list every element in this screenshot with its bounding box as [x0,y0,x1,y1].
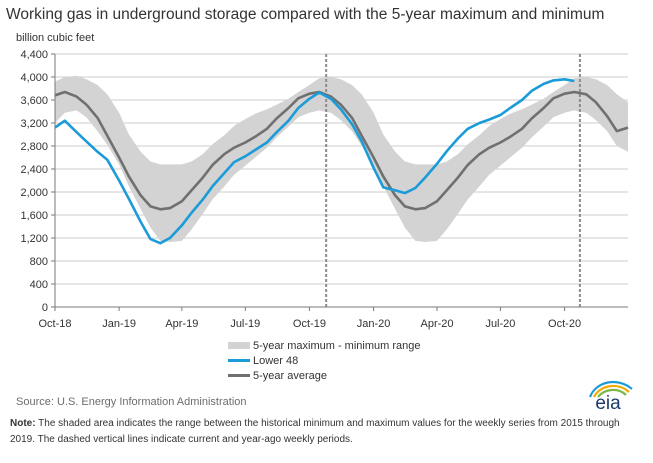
x-tick-label-2: Apr-19 [165,318,198,330]
x-tick-label-7: Jul-20 [485,318,515,330]
y-tick-label-8: 3,200 [20,118,48,130]
y-tick-label-9: 3,600 [20,95,48,107]
note-body: The shaded area indicates the range betw… [10,418,620,445]
range-band [55,75,628,242]
x-tick-label-5: Jan-20 [357,318,391,330]
legend-label-average: 5-year average [253,369,327,382]
y-tick-label-11: 4,400 [20,49,48,61]
series-line-lower-48 [54,78,575,245]
legend-item-lower48: Lower 48 [228,353,420,368]
axes [54,54,628,308]
y-tick-label-5: 2,000 [20,187,48,199]
x-tick-label-4: Oct-19 [293,318,326,330]
legend-swatch-average [228,374,250,377]
y-axis-ticks: 0 400 800 1,200 1,600 2,000 2,400 2,800 3,200 3,6… [20,49,55,314]
y-tick-label-10: 4,000 [20,72,48,84]
x-tick-label-6: Apr-20 [420,318,453,330]
y-tick-label-6: 2,400 [20,164,48,176]
x-tick-label-0: Oct-18 [38,318,71,330]
chart-title: Working gas in underground storage compa… [6,6,605,23]
y-tick-label-1: 400 [30,279,48,291]
eia-logo: eia [588,380,633,411]
source-text: Source: U.S. Energy Information Administ… [16,396,247,408]
note-text: Note: The shaded area indicates the rang… [10,416,646,448]
y-tick-label-3: 1,200 [20,233,48,245]
legend-item-range: 5-year maximum - minimum range [228,338,420,353]
x-tick-label-8: Oct-20 [548,318,581,330]
note-label: Note: [10,418,36,429]
legend-label-lower48: Lower 48 [253,354,299,367]
legend-label-range: 5-year maximum - minimum range [253,339,421,352]
legend: 5-year maximum - minimum range Lower 48 … [228,338,420,383]
y-tick-label-0: 0 [42,302,48,314]
x-axis-ticks: Oct-18 Jan-19 Apr-19 Jul-19 Oct-19 Jan-20 Apr-… [38,307,581,330]
series-lines [54,78,629,245]
eia-logo-text: eia [595,393,621,411]
x-tick-label-3: Jul-19 [230,318,260,330]
y-tick-label-2: 800 [30,256,48,268]
y-tick-label-7: 2,800 [20,141,48,153]
x-tick-label-1: Jan-19 [102,318,136,330]
range-band-area [55,75,628,242]
legend-item-average: 5-year average [228,368,420,383]
legend-swatch-range [228,342,250,349]
y-axis-unit-label: billion cubic feet [16,32,95,44]
y-tick-label-4: 1,600 [20,210,48,222]
legend-swatch-lower48 [228,359,250,362]
series-line-5-year-average [54,90,629,211]
